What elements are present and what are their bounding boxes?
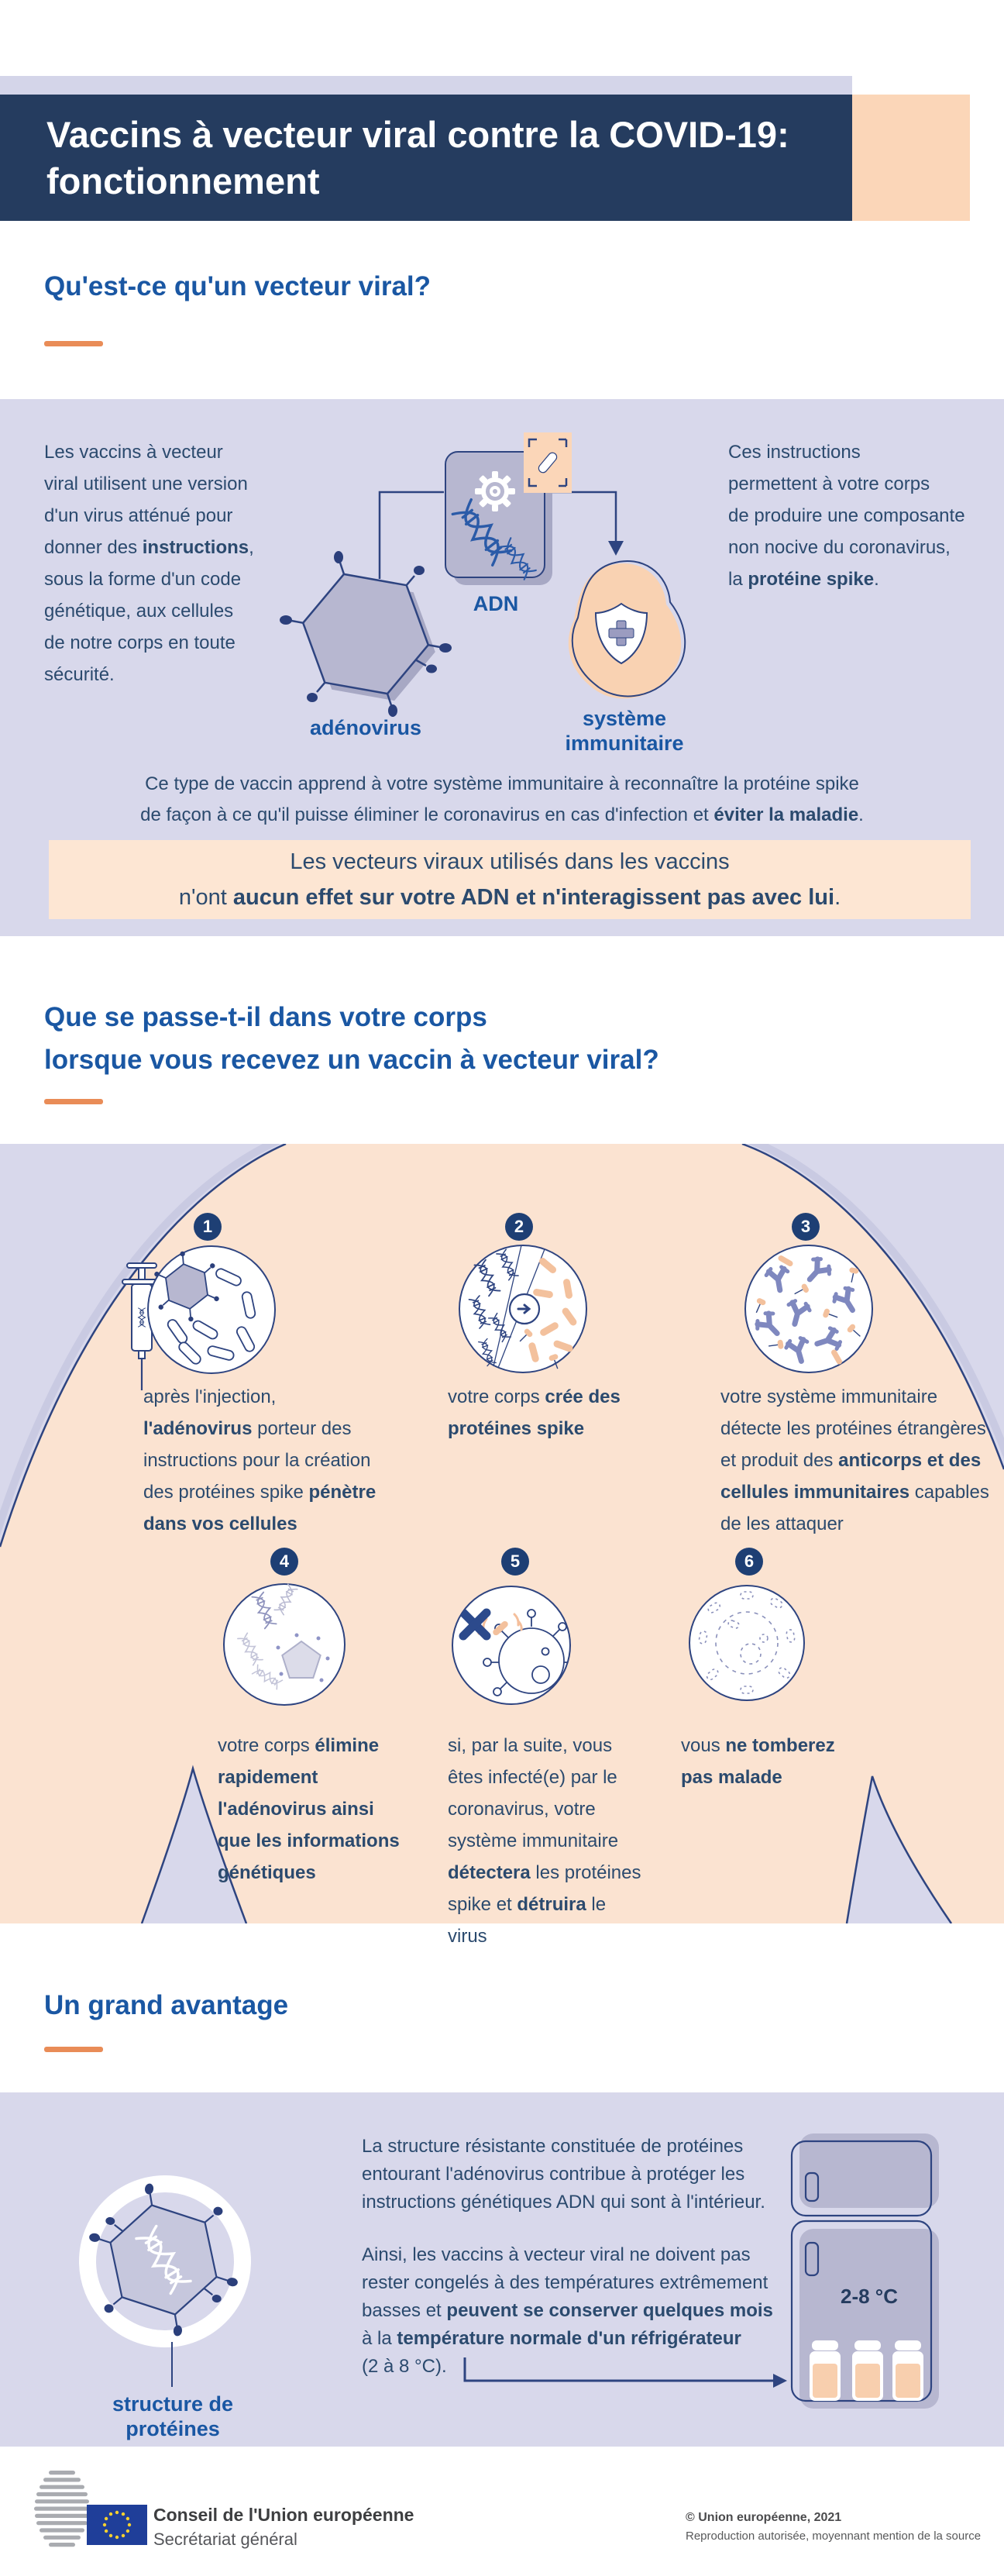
header-banner: Vaccins à vecteur viral contre la COVID-…: [0, 95, 852, 221]
fridge-handle-top: [804, 2171, 820, 2202]
section1-heading: Qu'est-ce qu'un vecteur viral?: [44, 271, 432, 301]
vaccine-vials-icon: [810, 2340, 923, 2401]
section1-dash: [44, 341, 103, 346]
step-5-text: si, par la suite, vous êtes infecté(e) pa…: [448, 1735, 641, 1947]
section3-paragraph2: Ainsi, les vaccins à vecteur viral ne do…: [362, 2244, 773, 2377]
section1-panel: Les vaccins à vecteur viral utilisent une…: [0, 399, 1004, 936]
shield-icon: [594, 602, 648, 665]
footer-copyright: © Union européenne, 2021: [686, 2511, 842, 2524]
crop-marks-icon: [524, 432, 572, 493]
footer-license: Reproduction autorisée, moyennant mentio…: [686, 2530, 982, 2543]
section3-heading: Un grand avantage: [44, 1990, 289, 2020]
cell-virus-blocked-icon: [452, 1586, 571, 1705]
gear-icon: [475, 471, 515, 511]
footer-org-name: Conseil de l'Union européenne: [153, 2505, 414, 2525]
syringe-icon: [122, 1262, 162, 1390]
x-mark-icon: [459, 1608, 491, 1641]
section2-heading: Que se passe-t-il dans votre corps lorsq…: [44, 1002, 659, 1075]
section1-summary: Ce type de vaccin apprend à votre systèm…: [140, 773, 864, 825]
immune-system-label: système immunitaire: [565, 707, 684, 755]
fridge-handle-bottom: [804, 2241, 820, 2277]
step-3-text: votre système immunitaire détecte les pro…: [720, 1386, 989, 1534]
cell-elimination-icon: [223, 1583, 346, 1706]
protein-structure-icon: [79, 2175, 251, 2387]
section1-right-paragraph: Ces instructions permettent à votre corps…: [728, 442, 965, 590]
connector-right: [546, 491, 617, 541]
step-1-badge: 1: [194, 1213, 222, 1241]
step-4-text: votre corps élimine rapidement l'adénoviru…: [218, 1735, 400, 1883]
connector-left: [378, 491, 444, 579]
section3-panel: 2-8 °C structure de protéines La structu…: [0, 2092, 1004, 2447]
section3-paragraph1: La structure résistante constituée de pr…: [362, 2136, 765, 2213]
europa-logo-icon: [34, 2471, 147, 2547]
header-peach-block: [852, 95, 970, 221]
step-6-text: vous ne tomberez pas malade: [681, 1735, 835, 1788]
cell-injection-icon: [147, 1245, 276, 1374]
section1-left-paragraph: Les vaccins à vecteur viral utilisent une…: [44, 442, 254, 685]
immune-blob-icon: [568, 560, 686, 699]
cell-dissolved-icon: [689, 1585, 805, 1701]
eu-flag-icon: [87, 2505, 147, 2545]
step-5-badge: 5: [501, 1548, 529, 1576]
step-1-text: après l'injection, l'adénovirus porteur d…: [143, 1386, 376, 1534]
header-accent-strip: [0, 76, 852, 95]
section2-dash: [44, 1099, 103, 1104]
section3-illustrations: [79, 2133, 939, 2409]
section3-dash: [44, 2047, 103, 2052]
coronavirus-icon: [483, 1609, 570, 1696]
arrow-down-icon: [608, 541, 624, 556]
cell-spike-production-icon: [459, 1245, 587, 1373]
protein-structure-label: structure de protéines: [112, 2392, 234, 2440]
fridge-temp-label: 2-8 °C: [841, 2285, 898, 2308]
step-3-badge: 3: [792, 1213, 820, 1241]
step-6-badge: 6: [735, 1548, 763, 1576]
dna-safety-callout: Les vecteurs viraux utilisés dans les va…: [49, 840, 971, 919]
adn-label: ADN: [473, 592, 519, 615]
cell-antibodies-icon: [744, 1245, 873, 1373]
section2-panel: 1 2 3 4 5 6: [0, 1144, 1004, 1947]
step-4-badge: 4: [270, 1548, 298, 1576]
step-2-text: votre corps crée des protéines spike: [448, 1386, 621, 1439]
callout-text: Les vecteurs viraux utilisés dans les va…: [178, 849, 841, 910]
footer-org-sub: Secrétariat général: [153, 2530, 297, 2549]
step-2-badge: 2: [505, 1213, 533, 1241]
fridge-icon: [790, 2133, 939, 2409]
page-title: Vaccins à vecteur viral contre la COVID-…: [46, 113, 789, 201]
adenovirus-label: adénovirus: [309, 716, 422, 739]
vector-diagram: [280, 432, 686, 717]
arrow-to-fridge: [463, 2357, 787, 2388]
adenovirus-icon: [280, 551, 452, 717]
